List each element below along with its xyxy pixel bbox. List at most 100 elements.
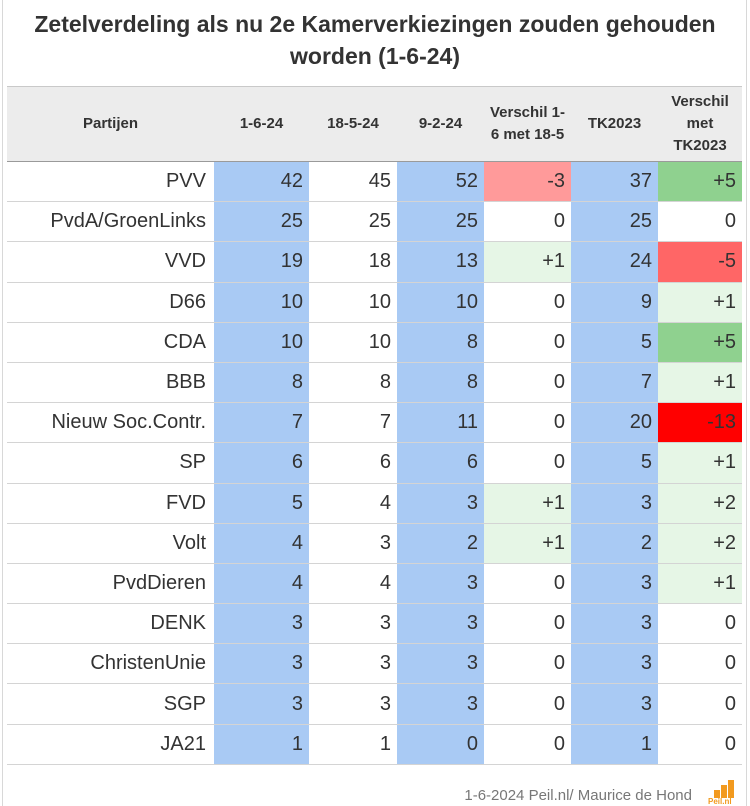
poll-1-6-24-cell: 10 — [214, 322, 309, 363]
header-diff-previous: Verschil 1-6 met 18-5 — [484, 86, 571, 162]
tk2023-cell: 25 — [571, 201, 658, 243]
poll-9-2-24-cell: 3 — [397, 483, 484, 524]
poll-9-2-24-cell: 3 — [397, 683, 484, 725]
party-name-cell: SGP — [7, 683, 214, 725]
party-name-cell: PVV — [7, 161, 214, 203]
poll-9-2-24-cell: 0 — [397, 724, 484, 765]
poll-1-6-24-cell: 4 — [214, 523, 309, 564]
poll-18-5-24-cell: 4 — [309, 483, 397, 524]
poll-1-6-24-cell: 4 — [214, 563, 309, 605]
diff-tk2023-cell: +1 — [658, 563, 742, 605]
tk2023-cell: 37 — [571, 161, 658, 203]
diff-tk2023-cell: 0 — [658, 683, 742, 725]
header-poll-3: 9-2-24 — [397, 86, 484, 162]
poll-18-5-24-cell: 3 — [309, 643, 397, 685]
tk2023-cell: 7 — [571, 362, 658, 404]
party-name-cell: D66 — [7, 282, 214, 323]
table-row: JA21 1 1 0 0 1 0 — [7, 724, 742, 765]
tk2023-cell: 2 — [571, 523, 658, 564]
diff-previous-cell: +1 — [484, 523, 571, 564]
poll-18-5-24-cell: 1 — [309, 724, 397, 765]
diff-tk2023-cell: +1 — [658, 282, 742, 323]
chart-title: Zetelverdeling als nu 2e Kamerverkiezing… — [34, 11, 716, 69]
table-row: PvdA/GroenLinks 25 25 25 0 25 0 — [7, 201, 742, 243]
poll-18-5-24-cell: 3 — [309, 523, 397, 564]
poll-1-6-24-cell: 7 — [214, 402, 309, 444]
poll-18-5-24-cell: 10 — [309, 282, 397, 323]
poll-9-2-24-cell: 8 — [397, 362, 484, 404]
header-diff-tk2023: Verschil met TK2023 — [658, 86, 742, 162]
diff-previous-cell: 0 — [484, 322, 571, 363]
tk2023-cell: 5 — [571, 442, 658, 484]
diff-tk2023-cell: +1 — [658, 442, 742, 484]
diff-previous-cell: 0 — [484, 402, 571, 444]
poll-18-5-24-cell: 3 — [309, 683, 397, 725]
seat-table: Partijen 1-6-24 18-5-24 9-2-24 Verschil … — [7, 86, 742, 765]
diff-tk2023-cell: +2 — [658, 523, 742, 564]
diff-tk2023-cell: 0 — [658, 724, 742, 765]
tk2023-cell: 3 — [571, 603, 658, 645]
poll-18-5-24-cell: 25 — [309, 201, 397, 243]
diff-previous-cell: 0 — [484, 563, 571, 605]
poll-1-6-24-cell: 1 — [214, 724, 309, 765]
diff-previous-cell: 0 — [484, 643, 571, 685]
party-name-cell: PvdDieren — [7, 563, 214, 605]
diff-previous-cell: 0 — [484, 282, 571, 323]
table-row: FVD 5 4 3 +1 3 +2 — [7, 483, 742, 524]
poll-1-6-24-cell: 8 — [214, 362, 309, 404]
party-name-cell: ChristenUnie — [7, 643, 214, 685]
header-tk2023: TK2023 — [571, 86, 658, 162]
party-name-cell: JA21 — [7, 724, 214, 765]
table-row: DENK 3 3 3 0 3 0 — [7, 603, 742, 645]
diff-previous-cell: 0 — [484, 362, 571, 404]
tk2023-cell: 5 — [571, 322, 658, 363]
poll-18-5-24-cell: 8 — [309, 362, 397, 404]
poll-1-6-24-cell: 3 — [214, 603, 309, 645]
poll-1-6-24-cell: 5 — [214, 483, 309, 524]
table-row: PVV 42 45 52 -3 37 +5 — [7, 161, 742, 203]
poll-9-2-24-cell: 3 — [397, 603, 484, 645]
poll-18-5-24-cell: 6 — [309, 442, 397, 484]
poll-1-6-24-cell: 42 — [214, 161, 309, 203]
party-name-cell: FVD — [7, 483, 214, 524]
poll-18-5-24-cell: 45 — [309, 161, 397, 203]
poll-9-2-24-cell: 6 — [397, 442, 484, 484]
header-poll-1: 1-6-24 — [214, 86, 309, 162]
poll-18-5-24-cell: 7 — [309, 402, 397, 444]
table-row: SP 6 6 6 0 5 +1 — [7, 442, 742, 484]
tk2023-cell: 1 — [571, 724, 658, 765]
diff-tk2023-cell: 0 — [658, 643, 742, 685]
poll-9-2-24-cell: 3 — [397, 563, 484, 605]
header-poll-2: 18-5-24 — [309, 86, 397, 162]
table-row: Nieuw Soc.Contr. 7 7 11 0 20 -13 — [7, 402, 742, 444]
header-row: Partijen 1-6-24 18-5-24 9-2-24 Verschil … — [7, 86, 742, 162]
poll-1-6-24-cell: 25 — [214, 201, 309, 243]
tk2023-cell: 20 — [571, 402, 658, 444]
diff-previous-cell: 0 — [484, 683, 571, 725]
diff-previous-cell: 0 — [484, 201, 571, 243]
diff-tk2023-cell: 0 — [658, 603, 742, 645]
poll-9-2-24-cell: 11 — [397, 402, 484, 444]
poll-9-2-24-cell: 10 — [397, 282, 484, 323]
party-name-cell: SP — [7, 442, 214, 484]
tk2023-cell: 3 — [571, 483, 658, 524]
diff-previous-cell: 0 — [484, 603, 571, 645]
tk2023-cell: 24 — [571, 241, 658, 283]
poll-9-2-24-cell: 2 — [397, 523, 484, 564]
party-name-cell: DENK — [7, 603, 214, 645]
header-party: Partijen — [7, 86, 214, 162]
poll-18-5-24-cell: 10 — [309, 322, 397, 363]
diff-tk2023-cell: +1 — [658, 362, 742, 404]
party-name-cell: VVD — [7, 241, 214, 283]
poll-9-2-24-cell: 13 — [397, 241, 484, 283]
poll-9-2-24-cell: 25 — [397, 201, 484, 243]
poll-9-2-24-cell: 8 — [397, 322, 484, 363]
table-row: SGP 3 3 3 0 3 0 — [7, 683, 742, 725]
source-credit: 1-6-2024 Peil.nl/ Maurice de Hond — [464, 787, 692, 804]
poll-18-5-24-cell: 4 — [309, 563, 397, 605]
diff-tk2023-cell: +2 — [658, 483, 742, 524]
poll-18-5-24-cell: 18 — [309, 241, 397, 283]
diff-previous-cell: +1 — [484, 241, 571, 283]
table-row: Volt 4 3 2 +1 2 +2 — [7, 523, 742, 564]
